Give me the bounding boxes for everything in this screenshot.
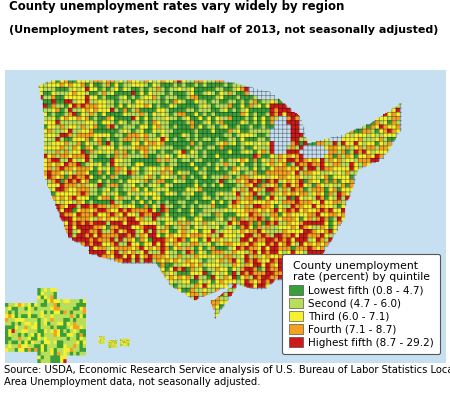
Text: (Unemployment rates, second half of 2013, not seasonally adjusted): (Unemployment rates, second half of 2013… xyxy=(9,25,438,35)
Text: County unemployment rates vary widely by region: County unemployment rates vary widely by… xyxy=(9,0,344,13)
Legend: Lowest fifth (0.8 - 4.7), Second (4.7 - 6.0), Third (6.0 - 7.1), Fourth (7.1 - 8: Lowest fifth (0.8 - 4.7), Second (4.7 - … xyxy=(282,254,440,354)
Text: Source: USDA, Economic Research Service analysis of U.S. Bureau of Labor Statist: Source: USDA, Economic Research Service … xyxy=(4,365,450,386)
